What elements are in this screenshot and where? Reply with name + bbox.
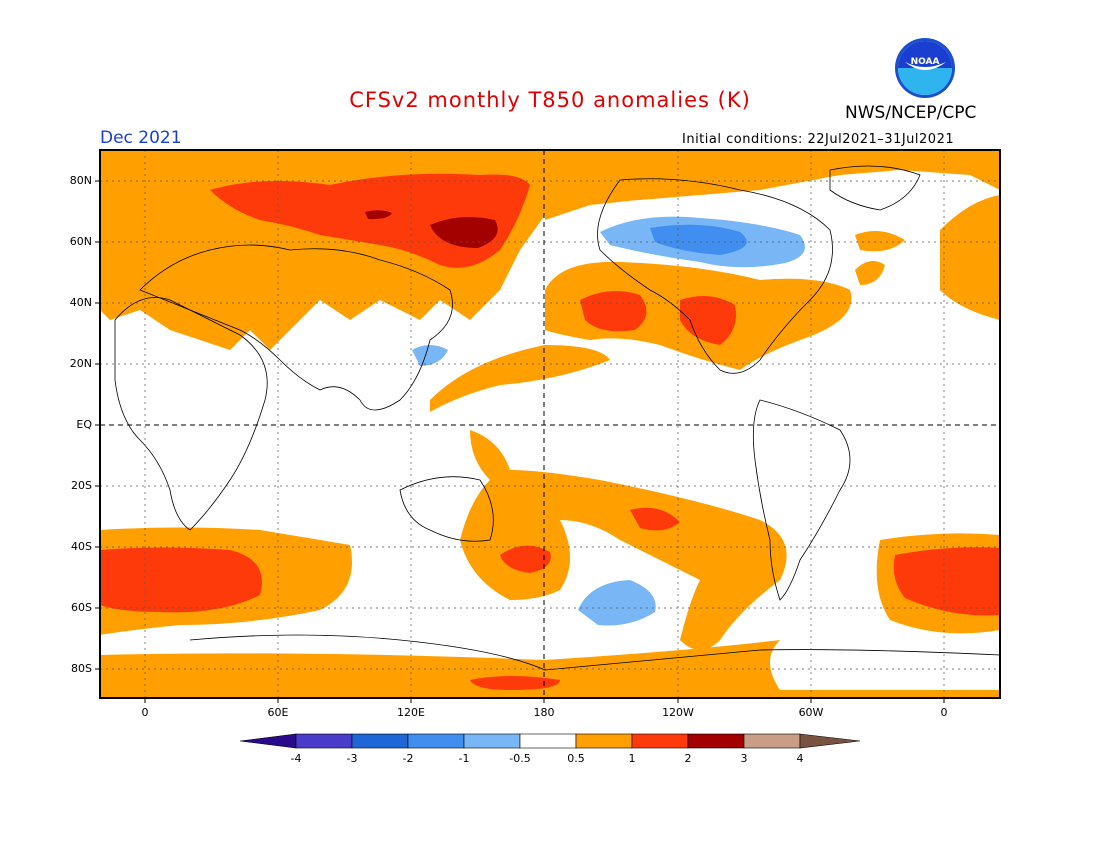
colorbar-tick-label: 0.5 <box>567 752 585 765</box>
colorbar-tick-label: 2 <box>684 752 692 765</box>
lat-label: 60N <box>69 235 92 248</box>
lon-label: 120W <box>662 706 694 719</box>
colorbar-bin <box>463 733 521 749</box>
anomaly-region <box>412 345 448 366</box>
anomaly-region <box>100 547 262 613</box>
colorbar-tick-label: 1 <box>628 752 636 765</box>
anomaly-field <box>100 150 1000 698</box>
colorbar <box>239 733 861 749</box>
lat-label: 80N <box>69 174 92 187</box>
colorbar-bin <box>519 733 577 749</box>
anomaly-region <box>578 580 656 626</box>
lat-label: EQ <box>76 418 92 431</box>
colorbar-bin <box>351 733 409 749</box>
colorbar-arrow-high <box>799 733 861 749</box>
map-title: CFSv2 monthly T850 anomalies (K) <box>349 88 751 112</box>
anomaly-region <box>855 231 905 252</box>
colorbar-bin <box>631 733 689 749</box>
colorbar-bin <box>407 733 465 749</box>
colorbar-bin <box>687 733 745 749</box>
initial-conditions-label: Initial conditions: 22Jul2021–31Jul2021 <box>682 132 955 147</box>
anomaly-region <box>630 507 680 531</box>
lat-label: 20N <box>69 357 92 370</box>
lat-label: 20S <box>71 479 92 492</box>
lat-label: 80S <box>71 662 92 675</box>
valid-month-label: Dec 2021 <box>100 128 182 148</box>
anomaly-region <box>470 676 560 690</box>
logo-text: NOAA <box>911 57 940 67</box>
colorbar-tick-label: -4 <box>290 752 302 765</box>
colorbar-bin <box>295 733 353 749</box>
colorbar-tick-label: -2 <box>402 752 414 765</box>
colorbar-tick-label: 3 <box>740 752 748 765</box>
anomaly-region <box>580 291 647 332</box>
lon-label: 0 <box>141 706 149 719</box>
colorbar-arrow-low <box>239 733 297 749</box>
anomaly-region <box>650 224 747 255</box>
anomaly-region <box>430 345 610 412</box>
colorbar-bin <box>575 733 633 749</box>
coastlines <box>114 165 1000 671</box>
colorbar-tick-label: -1 <box>458 752 470 765</box>
anomaly-region <box>680 296 736 345</box>
anomaly-region <box>365 210 392 220</box>
lat-label: 40S <box>71 540 92 553</box>
anomaly-region <box>500 545 551 573</box>
anomaly-region <box>460 430 787 650</box>
lon-label: 120E <box>397 706 425 719</box>
noaa-logo: NOAA <box>895 38 955 98</box>
lat-label: 40N <box>69 296 92 309</box>
lon-label: 180 <box>533 706 555 719</box>
anomaly-region <box>855 261 885 285</box>
colorbar-tick-label: -3 <box>346 752 358 765</box>
lon-label: 60W <box>798 706 824 719</box>
anomaly-region <box>430 216 498 248</box>
colorbar-tick-label: -0.5 <box>509 752 531 765</box>
colorbar-bin <box>743 733 801 749</box>
anomaly-region <box>893 547 1000 616</box>
graticule <box>100 150 1000 698</box>
anomaly-region <box>210 173 530 268</box>
lat-label: 60S <box>71 601 92 614</box>
lon-label: 60E <box>267 706 289 719</box>
anomaly-region <box>940 195 1000 320</box>
axis-ticks <box>95 180 945 703</box>
colorbar-tick-label: 4 <box>796 752 804 765</box>
lon-label: 0 <box>940 706 948 719</box>
agency-label: NWS/NCEP/CPC <box>845 103 977 123</box>
anomaly-region <box>545 150 1000 220</box>
map-frame <box>99 149 1001 699</box>
